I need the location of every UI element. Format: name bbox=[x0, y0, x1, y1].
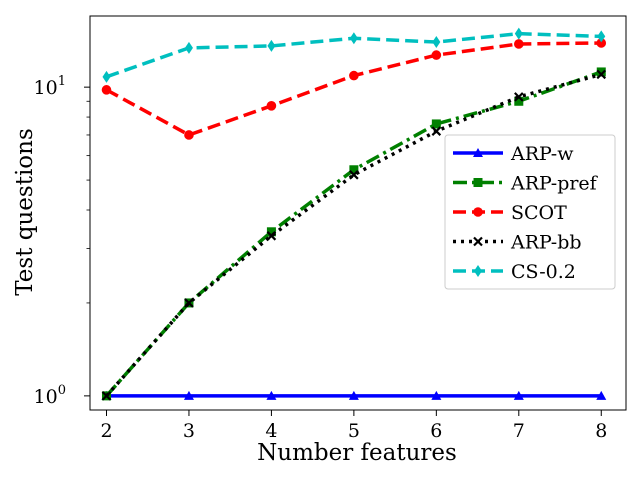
data-point bbox=[266, 101, 277, 111]
data-point bbox=[184, 41, 193, 54]
series-cs-0-2 bbox=[102, 27, 606, 83]
data-point bbox=[514, 96, 524, 106]
legend-label: CS-0.2 bbox=[511, 261, 576, 283]
x-tick-label: 4 bbox=[265, 420, 277, 442]
data-point bbox=[514, 27, 523, 40]
data-point bbox=[349, 32, 358, 45]
data-point bbox=[184, 298, 194, 308]
data-point bbox=[514, 39, 524, 49]
data-point bbox=[431, 119, 441, 129]
data-point bbox=[267, 39, 276, 52]
x-axis-label: Number features bbox=[257, 440, 457, 466]
data-point bbox=[514, 92, 524, 102]
legend: ARP-w ARP-pref SCOT ARP-bb CS-0.2 bbox=[444, 134, 616, 290]
data-point bbox=[349, 170, 359, 180]
data-point bbox=[431, 50, 442, 60]
legend-label: ARP-w bbox=[510, 143, 574, 165]
y-axis-label: Test questions bbox=[12, 128, 38, 296]
legend-label: SCOT bbox=[511, 202, 567, 224]
plot-area: 100 101 2 3 4 5 6 7 8 bbox=[34, 15, 627, 442]
series-scot bbox=[101, 38, 607, 140]
series-line bbox=[105, 41, 602, 137]
legend-marker bbox=[473, 236, 483, 247]
legend-marker bbox=[473, 178, 483, 187]
legend-marker bbox=[474, 265, 482, 277]
data-point bbox=[348, 390, 359, 400]
x-tick-label: 2 bbox=[100, 420, 112, 442]
x-tick-label: 8 bbox=[595, 420, 607, 442]
data-point bbox=[431, 126, 442, 136]
data-point bbox=[102, 70, 111, 83]
data-point bbox=[101, 85, 112, 95]
x-tick-label: 3 bbox=[183, 420, 195, 442]
x-tick-label: 6 bbox=[430, 420, 442, 442]
legend-marker bbox=[473, 148, 483, 157]
x-tick-label: 7 bbox=[513, 420, 525, 442]
x-tick-label: 5 bbox=[348, 420, 360, 442]
data-point bbox=[596, 67, 606, 77]
data-point bbox=[184, 130, 194, 140]
data-point bbox=[183, 390, 194, 400]
y-tick-label: 100 bbox=[34, 383, 66, 408]
data-point bbox=[101, 391, 112, 401]
data-point bbox=[266, 227, 276, 237]
legend-marker bbox=[473, 207, 483, 217]
data-point bbox=[266, 390, 277, 400]
data-point bbox=[596, 390, 607, 400]
y-tick-label: 101 bbox=[34, 74, 66, 99]
data-point bbox=[513, 390, 524, 400]
data-point bbox=[596, 69, 607, 80]
data-point bbox=[597, 30, 606, 43]
data-point bbox=[596, 38, 607, 48]
data-point bbox=[349, 70, 359, 81]
data-point bbox=[432, 36, 441, 49]
series-arp-bb bbox=[101, 69, 607, 401]
legend-box bbox=[444, 134, 616, 290]
data-point bbox=[349, 165, 359, 175]
data-point bbox=[431, 390, 442, 400]
legend-label: ARP-pref bbox=[510, 173, 599, 195]
legend-label: ARP-bb bbox=[510, 232, 582, 254]
data-point bbox=[266, 231, 277, 241]
series-arp-w bbox=[101, 390, 607, 400]
axes-frame bbox=[89, 15, 627, 411]
